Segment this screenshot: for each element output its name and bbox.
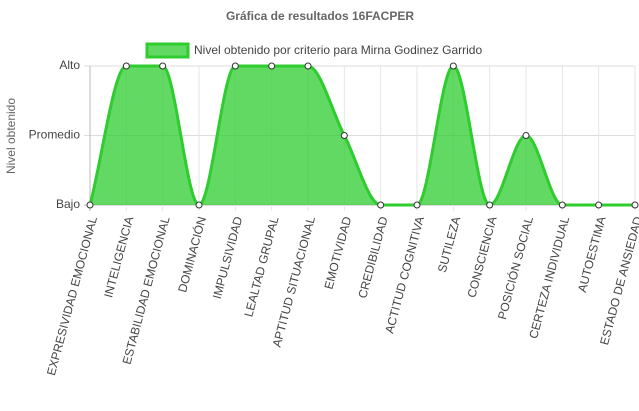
area bbox=[90, 66, 635, 205]
point bbox=[449, 62, 457, 70]
point bbox=[595, 201, 603, 209]
point bbox=[486, 201, 494, 209]
point bbox=[231, 62, 239, 70]
point bbox=[340, 132, 348, 139]
x-tick-label: AUTOESTIMA bbox=[575, 215, 609, 294]
x-tick-label: CONSCIENCIA bbox=[465, 215, 500, 299]
x-tick-label: SUTILEZA bbox=[435, 215, 463, 274]
x-tick-label: IMPULSIVIDAD bbox=[210, 215, 246, 301]
x-tick-label: DOMINACIÓN bbox=[174, 215, 209, 294]
legend-label: Nivel obtenido por criterio para Mirna G… bbox=[194, 43, 482, 57]
x-tick-label: ACTITUD COGNITIVA bbox=[382, 215, 427, 335]
y-axis-label: Nivel obtenido bbox=[4, 98, 18, 174]
x-tick-label: LEALTAD GRUPAL bbox=[241, 215, 281, 319]
x-tick-label: EMOTIVIDAD bbox=[321, 215, 354, 291]
x-tick-label: CERTEZA INDIVIDUAL bbox=[526, 215, 572, 340]
x-tick-label: EXPRESIVIDAD EMOCIONAL bbox=[44, 215, 100, 377]
point bbox=[159, 62, 167, 70]
point bbox=[122, 62, 130, 70]
point bbox=[304, 62, 312, 70]
point bbox=[558, 201, 566, 209]
point bbox=[377, 201, 385, 209]
chart-title: Gráfica de resultados 16FACPER bbox=[226, 9, 414, 23]
point bbox=[86, 201, 94, 209]
point bbox=[522, 132, 530, 139]
x-tick-label: CREDIBILIDAD bbox=[355, 215, 390, 300]
point bbox=[195, 201, 203, 209]
x-tick-label: INTELIGENCIA bbox=[101, 215, 136, 299]
point bbox=[631, 201, 639, 209]
y-tick-label: Alto bbox=[59, 58, 80, 72]
point bbox=[268, 62, 276, 70]
y-tick-label: Promedio bbox=[29, 128, 81, 142]
x-tick-label: POSICIÓN SOCIAL bbox=[494, 214, 536, 321]
legend-swatch bbox=[145, 42, 190, 59]
y-tick-label: Bajo bbox=[56, 197, 80, 211]
point bbox=[413, 201, 421, 209]
